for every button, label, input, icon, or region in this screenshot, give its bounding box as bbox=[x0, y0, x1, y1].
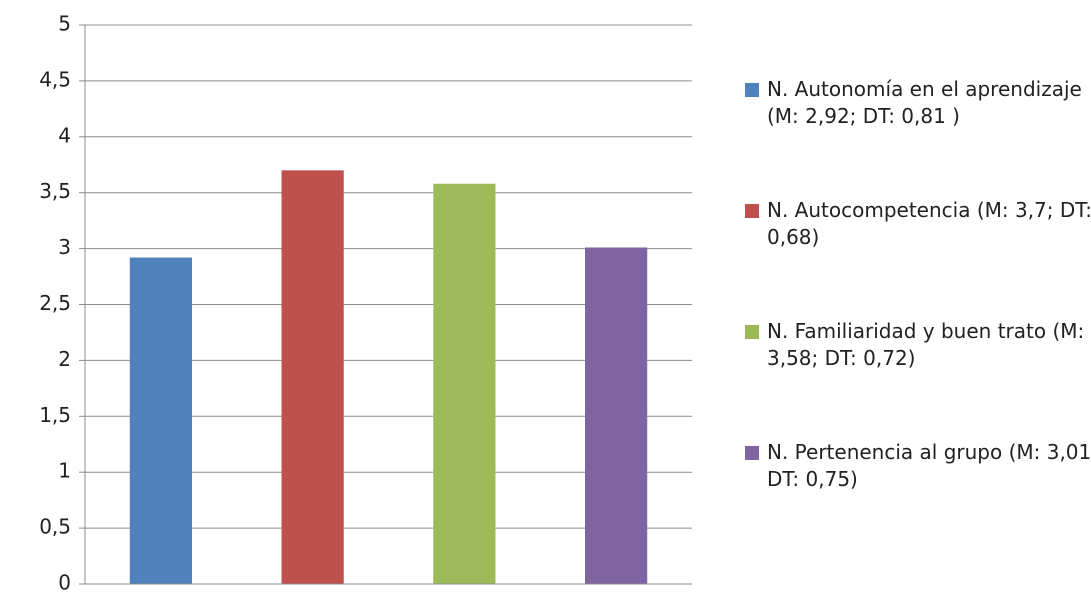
y-tick-label: 3,5 bbox=[39, 179, 71, 203]
legend-swatch bbox=[745, 446, 759, 460]
bar bbox=[129, 257, 192, 584]
y-tick-label: 5 bbox=[58, 12, 71, 36]
bar bbox=[585, 247, 648, 584]
bar bbox=[281, 170, 344, 584]
legend-entry: N. Autonomía en el aprendizaje (M: 2,92;… bbox=[745, 76, 1091, 130]
y-tick-label: 2 bbox=[58, 347, 71, 371]
legend-entry: N. Pertenencia al grupo (M: 3,01; DT: 0,… bbox=[745, 439, 1091, 493]
legend-entry: N. Autocompetencia (M: 3,7; DT: 0,68) bbox=[745, 197, 1091, 251]
y-tick-label: 4,5 bbox=[39, 67, 71, 91]
y-tick-label: 0 bbox=[58, 571, 71, 592]
legend-label: N. Autonomía en el aprendizaje (M: 2,92;… bbox=[767, 77, 1082, 128]
legend-entry: N. Familiaridad y buen trato (M: 3,58; D… bbox=[745, 318, 1091, 372]
legend-label: N. Familiaridad y buen trato (M: 3,58; D… bbox=[767, 319, 1085, 370]
legend-label: N. Autocompetencia (M: 3,7; DT: 0,68) bbox=[767, 198, 1091, 249]
bar bbox=[433, 183, 496, 585]
y-tick-label: 1 bbox=[58, 459, 71, 483]
y-tick-label: 1,5 bbox=[39, 403, 71, 427]
legend-swatch bbox=[745, 325, 759, 339]
y-tick-label: 4 bbox=[58, 123, 71, 147]
legend-label: N. Pertenencia al grupo (M: 3,01; DT: 0,… bbox=[767, 440, 1091, 491]
y-tick-label: 0,5 bbox=[39, 515, 71, 539]
y-tick-label: 2,5 bbox=[39, 291, 71, 315]
y-tick-label: 3 bbox=[58, 235, 71, 259]
legend-swatch bbox=[745, 204, 759, 218]
legend-swatch bbox=[745, 83, 759, 97]
